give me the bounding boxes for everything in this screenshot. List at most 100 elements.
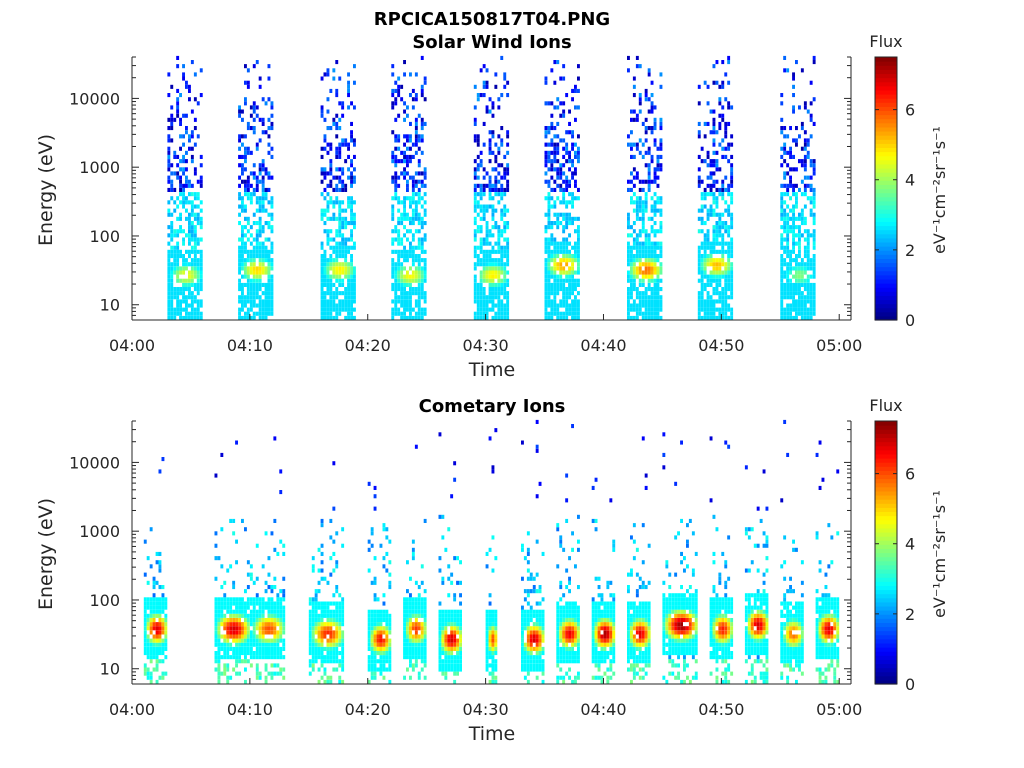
- heatmap-cell: [482, 315, 486, 320]
- heatmap-cell: [347, 278, 350, 283]
- heatmap-cell: [641, 249, 645, 254]
- heatmap-cell: [420, 204, 424, 209]
- heatmap-cell: [568, 249, 571, 254]
- heatmap-cell: [261, 97, 265, 102]
- heatmap-cell: [783, 315, 787, 320]
- heatmap-cell: [347, 315, 350, 320]
- heatmap-cell: [176, 262, 180, 267]
- heatmap-cell: [730, 192, 734, 197]
- heatmap-cell: [795, 270, 798, 275]
- heatmap-cell: [170, 249, 174, 254]
- heatmap-cell: [185, 200, 188, 205]
- heatmap-cell: [697, 278, 701, 283]
- heatmap-cell: [367, 618, 371, 623]
- heatmap-cell: [724, 134, 728, 139]
- heatmap-cell: [715, 196, 719, 201]
- heatmap-cell: [491, 266, 495, 271]
- heatmap-cell: [544, 258, 548, 263]
- heatmap-cell: [780, 126, 784, 131]
- heatmap-cell: [559, 287, 563, 292]
- heatmap-cell: [550, 113, 554, 118]
- heatmap-cell: [255, 618, 259, 623]
- heatmap-cell: [246, 150, 250, 155]
- heatmap-cell: [167, 270, 171, 275]
- heatmap-cell: [391, 72, 395, 77]
- heatmap-cell: [453, 461, 457, 466]
- heatmap-cell: [238, 671, 241, 676]
- heatmap-cell: [249, 233, 253, 238]
- heatmap-cell: [780, 266, 784, 271]
- heatmap-cell: [397, 266, 401, 271]
- heatmap-cell: [279, 618, 283, 623]
- heatmap-cell: [709, 159, 713, 164]
- heatmap-cell: [314, 626, 318, 631]
- heatmap-cell: [170, 274, 174, 279]
- heatmap-cell: [335, 618, 339, 623]
- heatmap-cell: [249, 241, 253, 246]
- heatmap-cell: [721, 80, 725, 85]
- heatmap-cell: [344, 208, 348, 213]
- heatmap-cell: [444, 651, 448, 656]
- heatmap-cell: [491, 212, 495, 217]
- heatmap-cell: [521, 618, 524, 623]
- heatmap-cell: [653, 299, 657, 304]
- heatmap-cell: [727, 121, 731, 126]
- heatmap-cell: [341, 613, 345, 618]
- heatmap-cell: [411, 638, 415, 643]
- heatmap-cell: [335, 233, 339, 238]
- heatmap-cell: [223, 671, 227, 676]
- heatmap-cell: [453, 597, 457, 602]
- x-tick-label: 04:20: [345, 336, 391, 355]
- heatmap-cell: [485, 315, 489, 320]
- heatmap-cell: [238, 249, 241, 254]
- heatmap-cell: [341, 187, 345, 192]
- heatmap-cell: [556, 262, 560, 267]
- heatmap-cell: [199, 175, 203, 180]
- heatmap-cell: [809, 282, 813, 287]
- heatmap-cell: [630, 245, 633, 250]
- heatmap-cell: [320, 113, 324, 118]
- heatmap-cell: [241, 262, 244, 267]
- heatmap-cell: [238, 154, 241, 159]
- heatmap-cell: [547, 126, 551, 131]
- heatmap-cell: [185, 278, 188, 283]
- heatmap-cell: [226, 618, 230, 623]
- heatmap-cell: [332, 216, 336, 221]
- heatmap-cell: [320, 179, 324, 184]
- heatmap-cell: [188, 229, 191, 234]
- heatmap-cell: [420, 221, 424, 226]
- heatmap-cell: [809, 196, 813, 201]
- heatmap-cell: [411, 179, 415, 184]
- heatmap-cell: [188, 138, 191, 143]
- heatmap-cell: [190, 315, 194, 320]
- heatmap-cell: [353, 291, 356, 296]
- heatmap-cell: [238, 146, 241, 151]
- heatmap-cell: [344, 221, 348, 226]
- heatmap-cell: [809, 113, 813, 118]
- heatmap-cell: [500, 315, 504, 320]
- heatmap-cell: [473, 208, 477, 213]
- heatmap-cell: [491, 113, 495, 118]
- heatmap-cell: [644, 295, 648, 300]
- colorbar-tick-label: 4: [905, 171, 915, 190]
- heatmap-cell: [235, 601, 238, 606]
- heatmap-cell: [789, 146, 792, 151]
- heatmap-cell: [335, 258, 339, 263]
- heatmap-cell: [261, 229, 265, 234]
- heatmap-cell: [329, 646, 333, 651]
- heatmap-cell: [795, 142, 798, 147]
- heatmap-cell: [635, 249, 639, 254]
- heatmap-cell: [697, 183, 701, 188]
- heatmap-cell: [323, 655, 327, 660]
- heatmap-cell: [697, 262, 701, 267]
- heatmap-cell: [152, 618, 156, 623]
- heatmap-cell: [559, 221, 563, 226]
- heatmap-cell: [476, 291, 480, 296]
- heatmap-cell: [238, 278, 241, 283]
- heatmap-cell: [409, 278, 412, 283]
- heatmap-cell: [246, 237, 250, 242]
- heatmap-cell: [795, 225, 798, 230]
- heatmap-cell: [276, 646, 280, 651]
- heatmap-cell: [803, 187, 807, 192]
- heatmap-cell: [632, 270, 636, 275]
